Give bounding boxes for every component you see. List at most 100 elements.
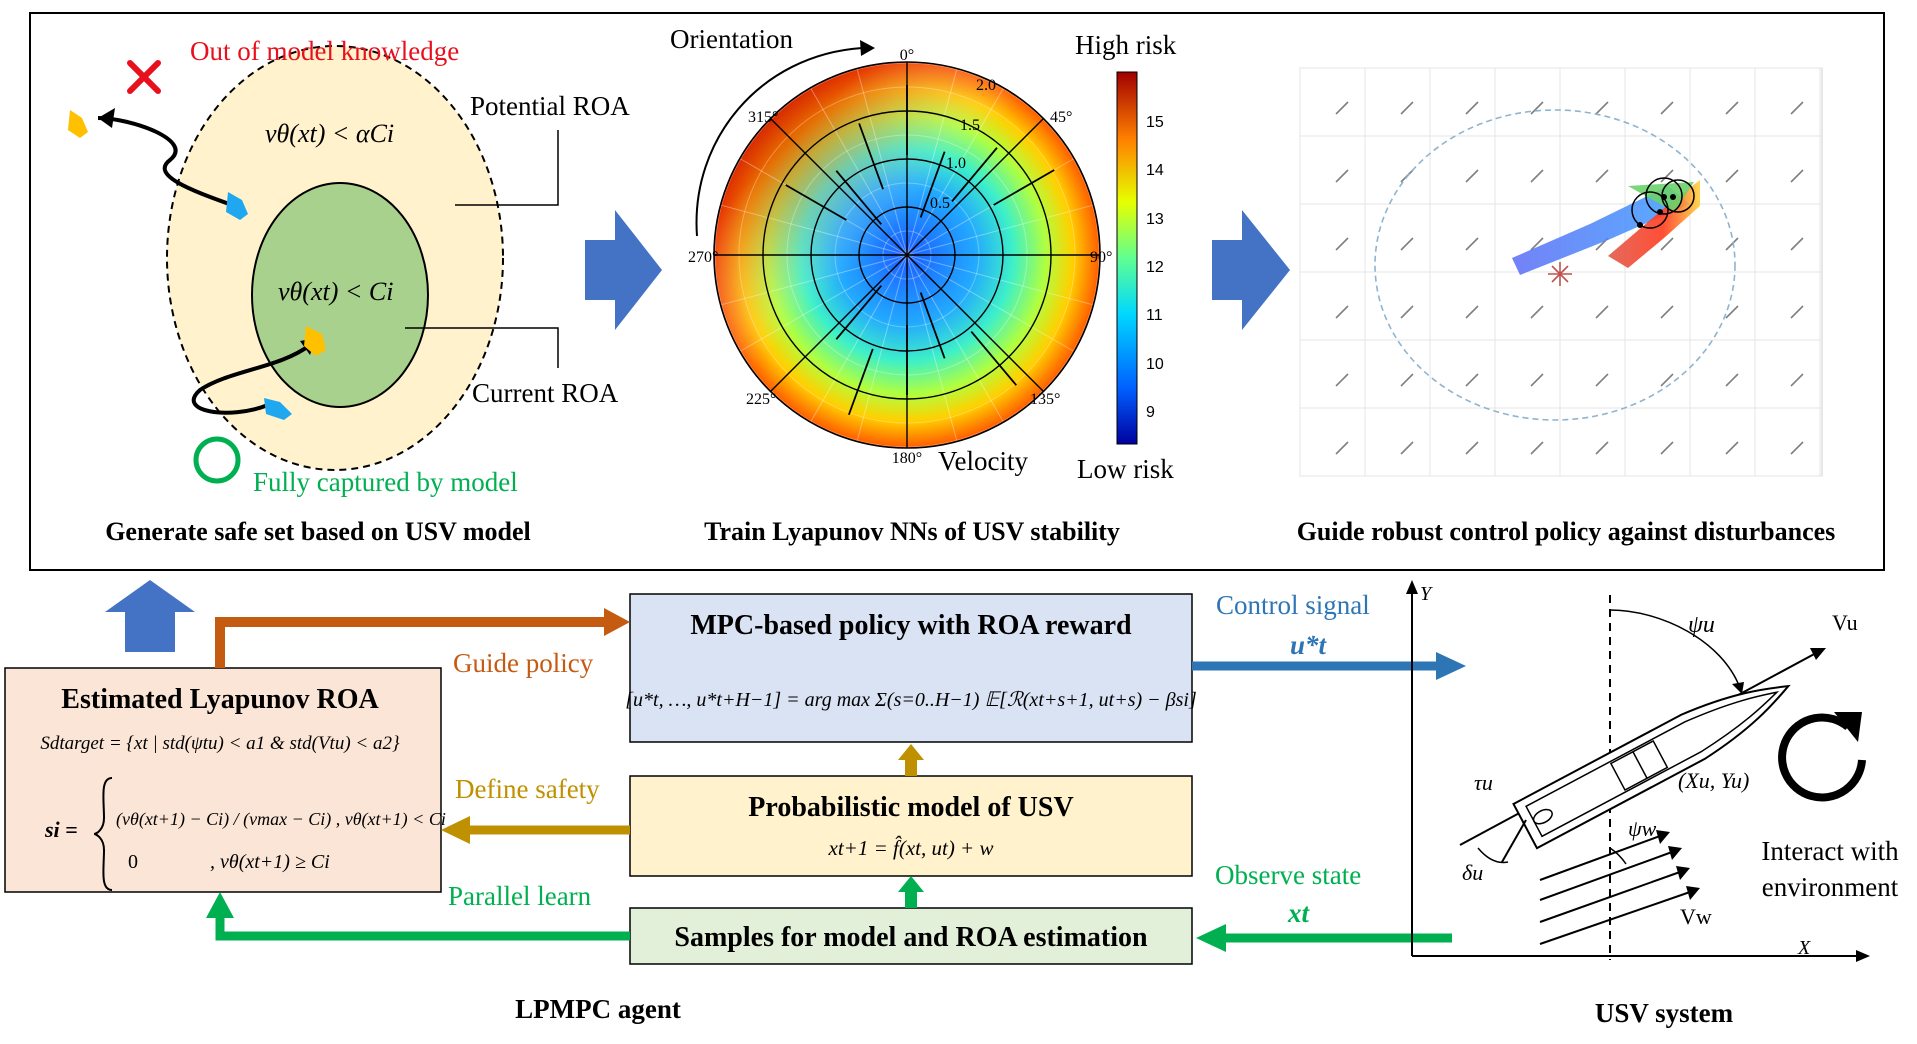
psi-w-label: ψw [1628, 816, 1657, 841]
disturbance-arrow [1660, 305, 1674, 319]
next-arrow-icon [585, 210, 662, 330]
disturbance-arrow [1335, 441, 1349, 455]
fully-captured-label: Fully captured by model [253, 467, 518, 497]
velocity-arrow [970, 331, 1017, 386]
panel2-caption: Train Lyapunov NNs of USV stability [704, 517, 1120, 546]
disturbance-arrow [1660, 169, 1674, 183]
boat-icon [304, 326, 326, 356]
rudder-angle-arc [1477, 847, 1509, 864]
cases-brace [93, 777, 113, 891]
disturbance-arrow [1725, 169, 1739, 183]
disturbance-arrow [1335, 237, 1349, 251]
disturbance-arrow [1790, 237, 1804, 251]
velocity-arrow [835, 285, 882, 340]
prob-model-formula: xt+1 = f̂(xt, ut) + w [828, 836, 994, 860]
risk-colorbar [1116, 71, 1138, 445]
colorbar-tick: 12 [1146, 259, 1164, 276]
orientation-label: Orientation [670, 24, 793, 54]
disturbance-arrow [1725, 441, 1739, 455]
disturbance-arrow [1465, 101, 1479, 115]
usv-diagram: Y X ψu Vu τu (Xu, Yu) ψw [1406, 580, 1899, 962]
define-safety-label: Define safety [455, 774, 600, 804]
disturbance-arrow [1790, 169, 1804, 183]
disturbance-arrow [1335, 169, 1349, 183]
samples-title: Samples for model and ROA estimation [674, 922, 1148, 953]
angle-label-45: 45° [1050, 109, 1072, 126]
colorbar-tick: 14 [1146, 162, 1164, 179]
mpc-title: MPC-based policy with ROA reward [690, 610, 1132, 641]
disturbance-arrow [1725, 237, 1739, 251]
disturbance-arrow [1660, 237, 1674, 251]
current-roa-leader [405, 327, 559, 368]
top-panel-frame [29, 12, 1885, 571]
inner-ineq-label: νθ(xt) < Ci [278, 277, 394, 306]
angle-label-225: 225° [746, 391, 776, 408]
potential-roa-leader [455, 130, 559, 206]
angle-label-180: 180° [892, 450, 922, 467]
velocity-arrow [848, 348, 874, 416]
delta-u-label: δu [1462, 860, 1483, 885]
disturbance-arrow [1465, 169, 1479, 183]
disturbance-arrow [1530, 441, 1544, 455]
si-case-2-value: 0 [128, 851, 138, 873]
tau-u-label: τu [1474, 770, 1493, 795]
radial-label-0.5: 0.5 [930, 195, 950, 212]
disturbance-arrows [1335, 101, 1804, 455]
disturbance-arrow [1790, 305, 1804, 319]
colorbar-tick: 15 [1146, 114, 1164, 131]
mpc-policy-box [629, 593, 1193, 743]
system-label: USV system [1595, 998, 1734, 1028]
potential-roa-label: Potential ROA [470, 91, 630, 121]
disturbance-arrow [1400, 441, 1414, 455]
angle-label-0: 0° [900, 47, 914, 64]
wave-angle-arc [1609, 847, 1627, 865]
disturbance-arrow [1660, 441, 1674, 455]
angle-label-315: 315° [748, 109, 778, 126]
panel1-caption: Generate safe set based on USV model [105, 517, 531, 546]
v-w-label: Vw [1680, 904, 1712, 929]
polar-chart-panel: 0° 45° 90° 135° 180° 225° 270° 315° 0.5 … [670, 24, 1177, 546]
current-roa-label: Current ROA [472, 378, 619, 408]
up-arrow-icon [898, 744, 924, 776]
disturbance-arrow [1790, 373, 1804, 387]
disturbance-arrow [1790, 441, 1804, 455]
disturbance-arrow [1335, 101, 1349, 115]
blue-trajectory [1512, 186, 1690, 275]
velocity-arrow [919, 292, 946, 359]
si-case-1: (νθ(xt+1) − Ci) / (νmax − Ci) , νθ(xt+1)… [116, 809, 446, 830]
disturbance-arrow [1335, 305, 1349, 319]
outer-ineq-label: νθ(xt) < αCi [265, 119, 394, 148]
disturbance-arrow [1400, 373, 1414, 387]
disturbance-arrow [1595, 169, 1609, 183]
disturbance-arrow [1465, 305, 1479, 319]
boat-icon [68, 110, 88, 138]
current-roa-ellipse [251, 182, 429, 408]
velocity-arrow [835, 170, 882, 225]
high-risk-label: High risk [1075, 30, 1177, 60]
boat-icon [264, 398, 292, 420]
trajectory-in [191, 343, 312, 415]
disturbance-arrow [1530, 305, 1544, 319]
disturbance-arrow [1660, 101, 1674, 115]
disturbance-arrow [1725, 101, 1739, 115]
colorbar-tick: 10 [1146, 356, 1164, 373]
field-grid [1299, 67, 1822, 477]
observe-state-label: Observe state [1215, 860, 1361, 890]
colorbar-tick: 11 [1146, 307, 1163, 324]
x-axis-label: X [1797, 937, 1811, 959]
roa-box-title: Estimated Lyapunov ROA [61, 684, 379, 715]
cross-icon [127, 60, 161, 94]
panel3-caption: Guide robust control policy against dist… [1297, 517, 1836, 546]
boat-marker [1645, 177, 1683, 215]
si-case-2-cond: , νθ(xt+1) ≥ Ci [210, 851, 330, 873]
disturbance-arrow [1465, 237, 1479, 251]
out-of-model-label: Out of model knowledge [190, 36, 459, 66]
up-arrow-icon [105, 580, 195, 652]
parallel-learn-arrow [215, 916, 630, 941]
control-signal-label: Control signal [1216, 590, 1370, 620]
disturbance-panel: Guide robust control policy against dist… [1297, 67, 1836, 546]
safe-set-panel: Out of model knowledge Potential ROA νθ(… [68, 36, 630, 546]
orientation-arrow [695, 47, 863, 237]
disturbance-arrow [1725, 373, 1739, 387]
angle-label-90: 90° [1090, 249, 1112, 266]
